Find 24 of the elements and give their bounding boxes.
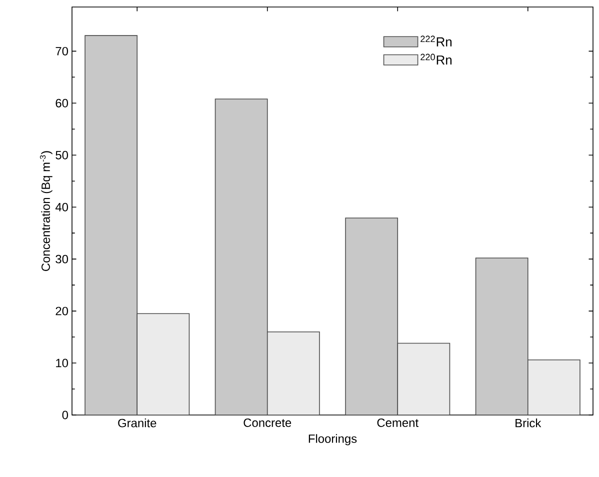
bar (85, 36, 138, 415)
bar (475, 258, 528, 415)
bar (215, 98, 268, 415)
y-tick-label: 40 (55, 202, 68, 212)
y-tick-label: 60 (56, 98, 68, 108)
bar (527, 360, 580, 415)
legend-label: $^{220}$Rn (420, 54, 452, 64)
x-tick-label: Brick (516, 418, 542, 428)
y-tick-label: 0 (62, 410, 68, 420)
bar (267, 332, 320, 415)
y-tick-label: 10 (56, 358, 68, 368)
legend-label: $^{222}$Rn (420, 36, 452, 46)
x-tick-label: Concrete (244, 418, 292, 427)
y-tick-label: 20 (56, 306, 68, 316)
bar (398, 343, 450, 415)
x-tick-label: Granite (118, 418, 156, 428)
y-axis-title: Concentration (Bq m$^{-3}$) (40, 151, 52, 271)
y-tick-label: 30 (56, 254, 68, 264)
y-tick-label: 50 (56, 150, 68, 160)
bar (137, 314, 190, 415)
bar (346, 218, 398, 415)
y-tick-label: 70 (56, 46, 68, 56)
x-axis-title: Floorings (308, 434, 357, 446)
x-tick-label: Cement (377, 418, 418, 427)
